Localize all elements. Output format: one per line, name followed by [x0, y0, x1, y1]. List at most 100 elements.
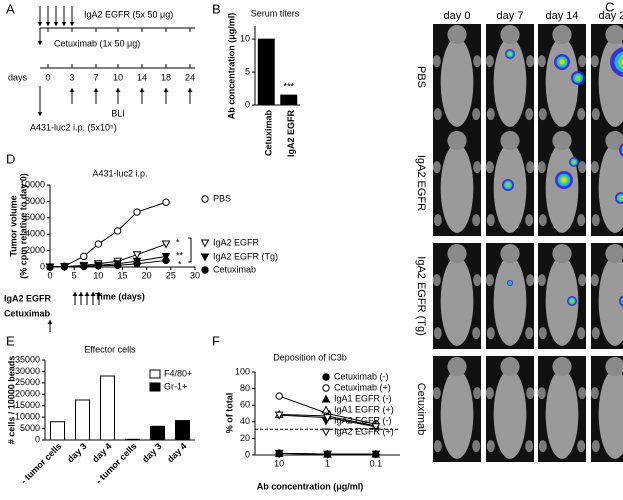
timeline-label: days [8, 72, 28, 82]
day-label: 14 [137, 72, 147, 82]
legend-label: IgA1 EGFR (+) [334, 404, 394, 414]
y-tick-label: 5 [245, 66, 250, 76]
marker [60, 263, 69, 271]
signal [618, 195, 623, 201]
legend-label: Cetuximab [213, 264, 256, 274]
marker [200, 239, 210, 248]
mouse-paw [525, 214, 534, 227]
mouse-head [605, 25, 623, 45]
mouse-body [493, 369, 527, 459]
marker [275, 392, 283, 400]
y-tick-label: 80 [240, 383, 250, 393]
bar [50, 421, 65, 441]
legend-label: IgA2 EGFR [213, 237, 260, 247]
arrow-head [78, 292, 84, 296]
x-tick-label: 15 [117, 270, 127, 280]
line [49, 201, 167, 268]
x-tick-label: 1 [325, 458, 330, 468]
arrow-head [187, 88, 193, 92]
row-label: IgA2 EGFR (Tg) [415, 256, 427, 335]
mouse-paw [577, 214, 586, 227]
arrow-head [61, 22, 67, 26]
mouse-paw [526, 55, 535, 68]
mouse-body [493, 37, 527, 127]
marker [274, 411, 284, 420]
mouse-paw [525, 327, 534, 340]
mouse-body [598, 256, 623, 346]
bar [257, 38, 275, 106]
marker [133, 208, 141, 216]
mouse-paw [591, 108, 600, 121]
mouse-head [605, 357, 623, 377]
signal [507, 280, 513, 286]
mouse-head [605, 131, 623, 151]
mouse-head [447, 25, 467, 45]
mouse-paw [590, 274, 599, 287]
mouse-paw [538, 327, 547, 340]
mouse-image [432, 356, 482, 462]
mouse-paw [433, 108, 442, 121]
series [46, 256, 170, 271]
panel-label: E [6, 333, 15, 348]
mouse-paw [485, 387, 494, 400]
mouse-head [552, 357, 572, 377]
treatment-label: IgA2 EGFR [4, 293, 52, 303]
mouse-paw [486, 214, 495, 227]
mouse-paw [486, 327, 495, 340]
marker [200, 253, 210, 262]
column-header: day 14 [545, 10, 578, 22]
signal [561, 177, 567, 183]
legend-label: IgA1 EGFR (-) [334, 393, 392, 403]
legend-label: PBS [213, 193, 231, 203]
mouse-body [598, 143, 623, 233]
arrow-head [93, 88, 99, 92]
chart-title: A431-luc2 i.p. [92, 168, 147, 178]
y-tick-label: 0 [35, 434, 40, 444]
timeline-label: Cetuximab (1x 50 μg) [54, 38, 140, 48]
mouse-paw [432, 387, 441, 400]
signal [571, 159, 577, 165]
legend-label: F4/80+ [164, 368, 192, 378]
mouse-paw [472, 214, 481, 227]
arrow-head [139, 88, 145, 92]
mouse-image [590, 130, 623, 236]
mouse-body [440, 256, 474, 346]
y-axis-label: (% cpm relative to day 0) [18, 173, 28, 279]
panel-label: F [212, 333, 220, 348]
bar [75, 399, 90, 441]
chart-title: Effector cells [84, 344, 136, 354]
mouse-paw [473, 387, 482, 400]
marker [274, 449, 284, 458]
legend-swatch [149, 382, 161, 392]
arrow-head [163, 88, 169, 92]
y-tick-label: 10 [240, 34, 250, 44]
legend-label: IgA2 EGFR (Tg) [213, 251, 278, 261]
mouse-paw [433, 440, 442, 453]
marker [201, 195, 209, 203]
marker [322, 384, 330, 392]
signal [505, 182, 511, 188]
mouse-paw [432, 55, 441, 68]
mouse-body [440, 143, 474, 233]
x-tick-label: 0 [47, 270, 52, 280]
marker [161, 240, 171, 249]
y-tick-label: 35000 [15, 354, 40, 364]
marker [94, 262, 103, 270]
x-tick-label: 10 [93, 270, 103, 280]
arrow-head [37, 112, 43, 116]
series [274, 449, 381, 459]
legend-label: Cetuximab (+) [334, 382, 391, 392]
mouse-image [537, 24, 587, 130]
mouse-head [552, 131, 572, 151]
x-tick-label: 25 [166, 270, 176, 280]
arrow-head [37, 41, 43, 45]
y-tick-label: 4000 [25, 229, 45, 239]
y-tick-label: 20000 [15, 389, 40, 399]
marker [46, 263, 54, 271]
mouse-paw [578, 274, 587, 287]
marker [162, 256, 170, 265]
mouse-paw [538, 214, 547, 227]
mouse-paw [433, 214, 442, 227]
mouse-paw [537, 55, 546, 68]
